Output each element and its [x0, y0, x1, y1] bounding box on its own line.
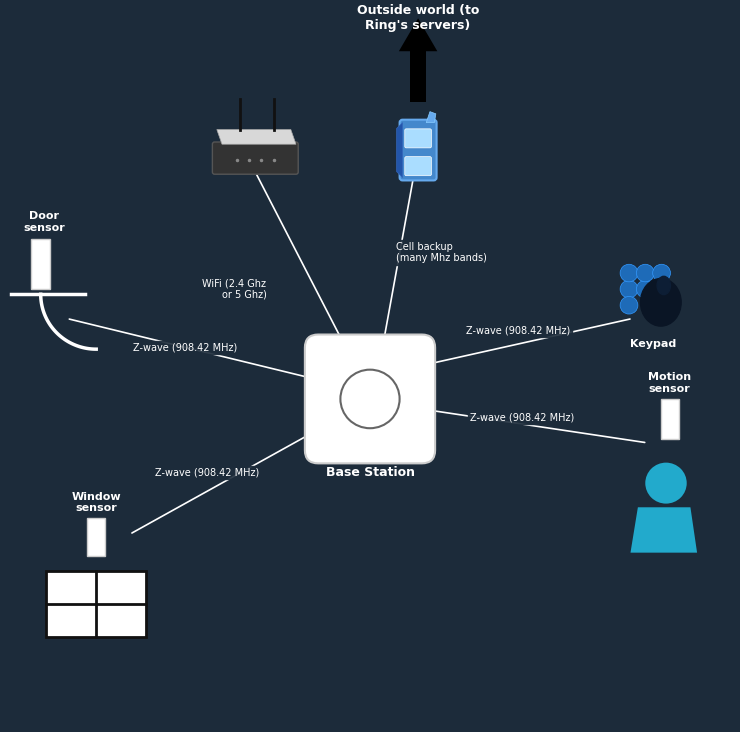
Text: Window
sensor: Window sensor: [71, 491, 121, 513]
Text: Motion
sensor: Motion sensor: [648, 372, 691, 394]
FancyBboxPatch shape: [400, 119, 437, 180]
FancyBboxPatch shape: [405, 129, 431, 148]
Circle shape: [653, 264, 670, 282]
Bar: [87, 518, 105, 556]
Text: Z-wave (908.42 MHz): Z-wave (908.42 MHz): [133, 343, 238, 353]
Polygon shape: [630, 507, 697, 553]
Text: Z-wave (908.42 MHz): Z-wave (908.42 MHz): [470, 412, 574, 422]
Polygon shape: [426, 111, 436, 122]
Polygon shape: [397, 122, 403, 177]
Circle shape: [620, 280, 638, 298]
Circle shape: [636, 264, 654, 282]
Polygon shape: [399, 18, 437, 51]
Ellipse shape: [641, 279, 682, 326]
FancyBboxPatch shape: [305, 335, 435, 463]
Circle shape: [645, 463, 687, 504]
Text: Cell backup
(many Mhz bands): Cell backup (many Mhz bands): [396, 242, 487, 264]
Circle shape: [636, 280, 654, 298]
Text: Door
sensor: Door sensor: [24, 211, 65, 233]
Bar: [661, 399, 679, 439]
Bar: [46, 571, 147, 637]
Text: Base Station: Base Station: [326, 466, 414, 479]
Circle shape: [620, 264, 638, 282]
Text: Z-wave (908.42 MHz): Z-wave (908.42 MHz): [466, 326, 571, 336]
Circle shape: [620, 296, 638, 314]
Bar: [410, 51, 426, 102]
Polygon shape: [217, 130, 296, 144]
Text: WiFi (2.4 Ghz
or 5 Ghz): WiFi (2.4 Ghz or 5 Ghz): [203, 278, 266, 300]
Bar: [31, 239, 50, 289]
FancyBboxPatch shape: [405, 157, 431, 176]
Text: Z-wave (908.42 MHz): Z-wave (908.42 MHz): [155, 467, 260, 477]
Circle shape: [653, 280, 670, 298]
Ellipse shape: [657, 277, 670, 294]
Text: Outside world (to
Ring's servers): Outside world (to Ring's servers): [357, 4, 480, 31]
FancyBboxPatch shape: [212, 142, 298, 174]
Text: Keypad: Keypad: [630, 339, 676, 349]
